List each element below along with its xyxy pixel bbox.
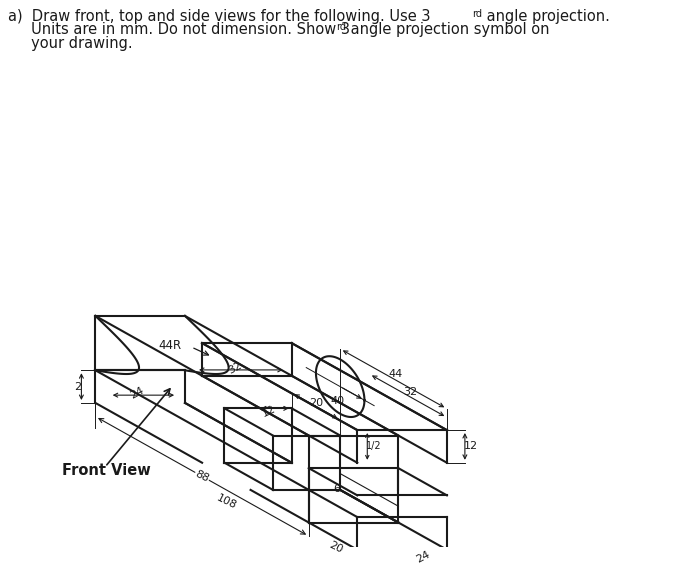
Text: 20: 20	[328, 540, 344, 555]
Text: 32: 32	[226, 360, 244, 376]
Text: 108: 108	[215, 493, 238, 511]
Text: 44: 44	[389, 369, 402, 379]
Text: 2: 2	[74, 382, 81, 392]
Text: 6: 6	[334, 484, 341, 494]
Text: rd: rd	[472, 9, 482, 19]
Text: 88: 88	[193, 469, 211, 484]
Text: rd: rd	[336, 23, 346, 32]
Text: your drawing.: your drawing.	[8, 36, 132, 51]
Text: Units are in mm. Do not dimension. Show 3: Units are in mm. Do not dimension. Show …	[8, 23, 350, 37]
Text: 44R: 44R	[158, 338, 181, 351]
Text: 40: 40	[330, 396, 344, 406]
Text: 24: 24	[129, 386, 146, 401]
Text: a)  Draw front, top and side views for the following. Use 3: a) Draw front, top and side views for th…	[8, 9, 430, 24]
Text: 20: 20	[309, 397, 323, 408]
Text: Front View: Front View	[62, 463, 150, 479]
Text: 32: 32	[403, 387, 417, 397]
Text: 12: 12	[464, 441, 478, 452]
Text: angle projection symbol on: angle projection symbol on	[346, 23, 550, 37]
Text: 1/2: 1/2	[365, 441, 381, 452]
Text: 24: 24	[414, 549, 432, 563]
Text: 12: 12	[260, 404, 277, 419]
Text: angle projection.: angle projection.	[482, 9, 610, 24]
